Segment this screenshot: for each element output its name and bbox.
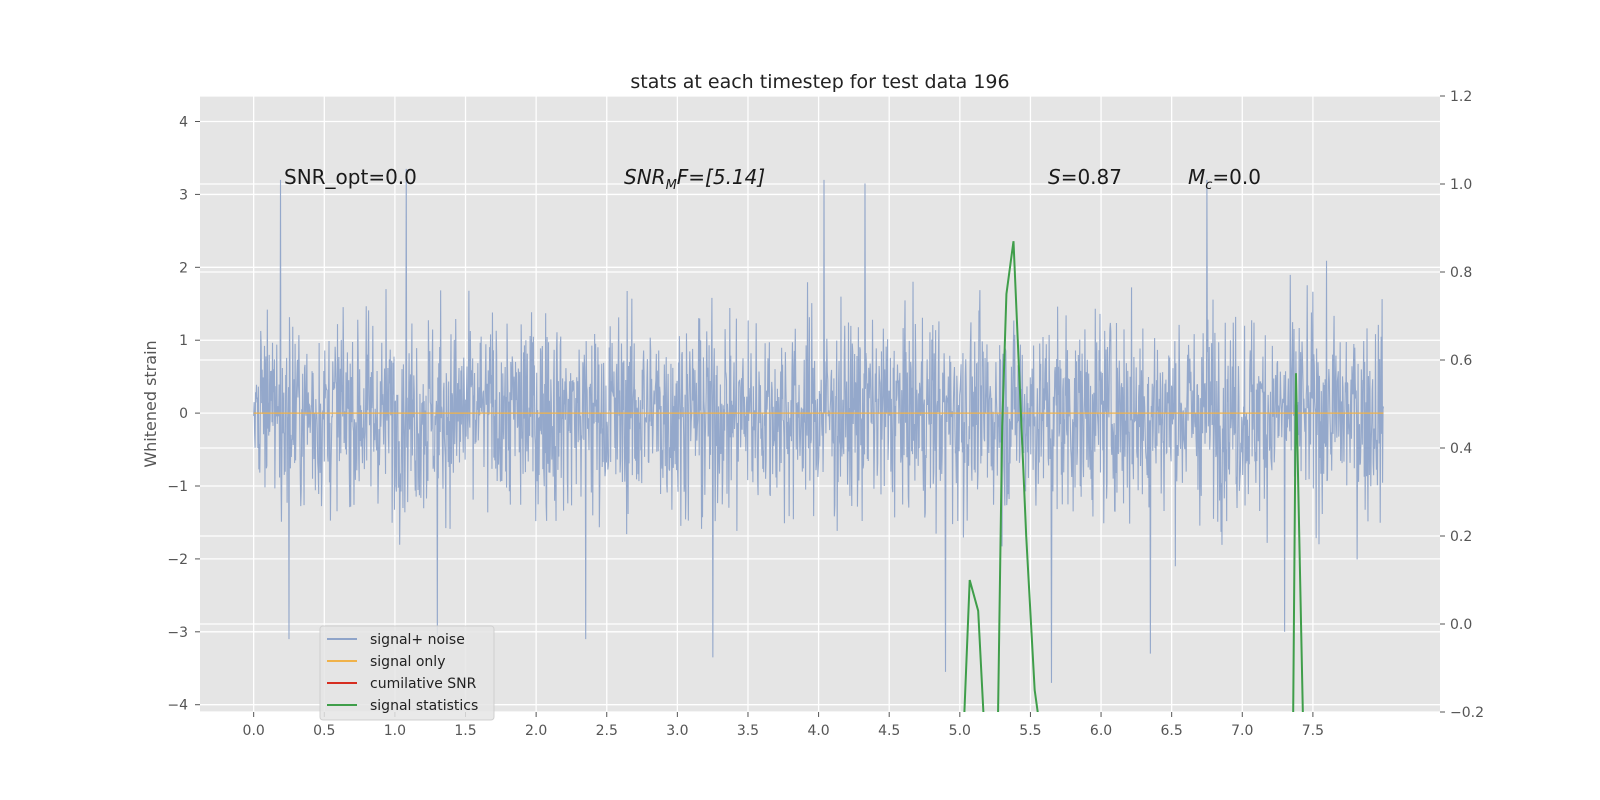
annotation-mc-rest: =0.0: [1212, 165, 1261, 189]
y2-tick-label: −0.2: [1450, 705, 1484, 721]
annotation-mc-main: M: [1188, 165, 1205, 189]
x-tick-label: 3.5: [737, 723, 759, 739]
legend-label-cumulative-snr: cumilative SNR: [370, 676, 477, 692]
annotation-snr-mf-rest: F=[5.14]: [677, 165, 765, 189]
annotation-mc-sub: c: [1205, 178, 1212, 193]
x-tick-label: 0.0: [243, 723, 265, 739]
y-tick-label: 3: [179, 187, 188, 203]
legend-label-signal-only: signal only: [370, 654, 445, 670]
x-tick-label: 2.0: [525, 723, 547, 739]
x-tick-label: 3.0: [666, 723, 688, 739]
y-tick-label: −2: [167, 552, 188, 568]
x-tick-label: 1.5: [454, 723, 476, 739]
legend-label-signal-noise: signal+ noise: [370, 632, 465, 648]
annotation-s-main: S: [1048, 165, 1061, 189]
x-tick-label: 6.5: [1161, 723, 1183, 739]
y2-tick-label: 0.6: [1450, 353, 1472, 369]
y-tick-label: −4: [167, 698, 188, 714]
series-layer: [253, 168, 1385, 712]
legend-box: [319, 625, 495, 721]
annotation-snr-opt: SNR_opt=0.0: [284, 165, 417, 189]
y2-tick-label: 1.2: [1450, 89, 1472, 105]
y2-tick-label: 0.8: [1450, 265, 1472, 281]
axes-layer: 0.0 0.5 1.0 1.5 2.0 2.5 3.0 3.5 4.0 4.5 5.0 5.5 6.0 6…: [167, 89, 1484, 739]
series-signal-noise-line: [253, 168, 1385, 683]
x-tick-label: 5.5: [1019, 723, 1041, 739]
x-tick-label: 7.0: [1231, 723, 1253, 739]
series-signal-statistics-line: [963, 241, 1304, 712]
annotation-s-rest: =0.87: [1061, 165, 1122, 189]
y-tick-label: 2: [179, 260, 188, 276]
y-tick-label: −1: [167, 479, 188, 495]
annotation-snr-mf-main: SNR: [624, 165, 666, 189]
y-tick-label: 0: [179, 406, 188, 422]
annotation-s: S=0.87: [1048, 165, 1122, 189]
y2-tick-label: 0.2: [1450, 529, 1472, 545]
chart-title: stats at each timestep for test data 196: [630, 71, 1009, 93]
x-tick-label: 0.5: [313, 723, 335, 739]
y-tick-label: 1: [179, 333, 188, 349]
y-axis-label: Whitened strain: [141, 340, 160, 467]
legend: signal+ noise signal only cumilative SNR…: [319, 625, 495, 721]
x-tick-label: 5.0: [949, 723, 971, 739]
y-tick-label: −3: [167, 625, 188, 641]
x-tick-label: 2.5: [596, 723, 618, 739]
annotation-mc: Mc=0.0: [1188, 165, 1261, 193]
x-tick-label: 4.5: [878, 723, 900, 739]
annotation-snr-mf: SNRMF=[5.14]: [624, 165, 765, 193]
y2-tick-label: 0.4: [1450, 441, 1472, 457]
legend-label-signal-statistics: signal statistics: [370, 698, 478, 714]
annotation-snr-mf-sub: M: [666, 178, 677, 193]
y2-tick-label: 0.0: [1450, 617, 1472, 633]
x-tick-label: 1.0: [384, 723, 406, 739]
y2-tick-label: 1.0: [1450, 177, 1472, 193]
x-tick-label: 6.0: [1090, 723, 1112, 739]
y-tick-label: 4: [179, 115, 188, 131]
x-tick-label: 7.5: [1302, 723, 1324, 739]
x-tick-label: 4.0: [807, 723, 829, 739]
